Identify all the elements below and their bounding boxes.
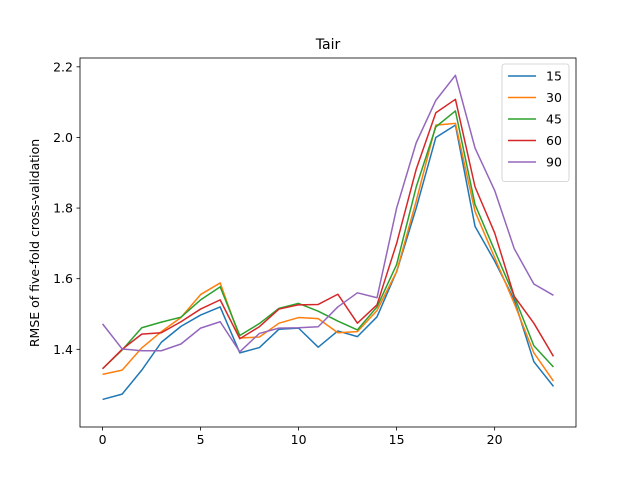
legend-label-60: 60 xyxy=(546,133,562,148)
legend-label-30: 30 xyxy=(546,90,562,105)
y-tick-label: 1.6 xyxy=(53,271,73,286)
axes-frame xyxy=(79,57,577,428)
series-line-90 xyxy=(101,74,554,353)
y-tick-label: 1.8 xyxy=(53,201,73,216)
plot-area xyxy=(101,74,555,401)
y-tick-label: 1.4 xyxy=(53,342,73,357)
x-tick-label: 10 xyxy=(291,432,307,447)
series-line-60 xyxy=(102,98,555,370)
legend: 15 30 45 60 90 xyxy=(501,63,570,182)
x-tick-label: 0 xyxy=(99,432,107,447)
legend-label-90: 90 xyxy=(546,155,562,170)
chart-title: Tair xyxy=(315,37,341,53)
legend-label-15: 15 xyxy=(546,69,562,84)
x-tick-label: 20 xyxy=(487,432,503,447)
y-axis-label: RMSE of five-fold cross-validation xyxy=(27,139,42,347)
x-tick-label: 5 xyxy=(197,432,205,447)
y-tick-label: 2.2 xyxy=(53,59,73,74)
legend-label-45: 45 xyxy=(546,112,562,127)
series-line-45 xyxy=(102,110,555,370)
y-tick-label: 2.0 xyxy=(53,130,73,145)
tick-marks: 0 5 10 15 20 1.4 1.6 1.8 2.0 2.2 xyxy=(53,59,503,447)
series-line-15 xyxy=(102,124,555,401)
x-tick-label: 15 xyxy=(389,432,405,447)
legend-box xyxy=(501,63,570,182)
axes xyxy=(79,57,577,428)
series-line-30 xyxy=(102,122,555,382)
